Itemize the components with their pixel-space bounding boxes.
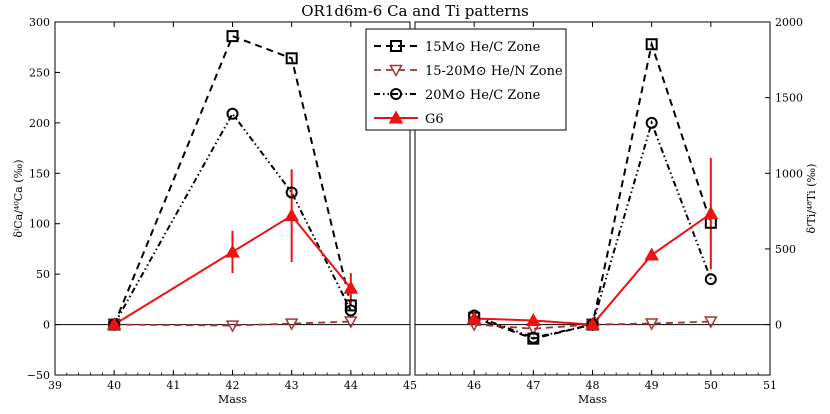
left-xtick-label: 41 xyxy=(166,379,180,392)
legend-marker-1520 xyxy=(389,64,403,78)
left-xtick-label: 44 xyxy=(344,379,358,392)
left-point-G6-42 xyxy=(225,244,240,258)
left-point-20M-43 xyxy=(285,186,298,199)
right-series-line-20M xyxy=(473,119,712,339)
right-ytick-label: 500 xyxy=(775,243,796,256)
left-ytick-label: −50 xyxy=(27,369,50,382)
right-xtick-label: 49 xyxy=(645,379,659,392)
left-ytick-label: 150 xyxy=(29,167,50,180)
right-point-1520-50 xyxy=(704,316,718,329)
left-point-1520-44 xyxy=(344,316,358,329)
right-panel: 46 47 48 49 50 51 0 500 1000 1500 2000 Mass δⁱTi/⁴⁸T… xyxy=(414,16,818,406)
left-ytick-label: 50 xyxy=(36,268,50,281)
left-ytick-label: 250 xyxy=(29,66,50,79)
left-point-15M-44 xyxy=(344,299,357,312)
left-ytick-label: 100 xyxy=(29,218,50,231)
right-xtick-label: 51 xyxy=(763,379,777,392)
right-point-G6-48 xyxy=(585,317,600,331)
legend-label-1520: 15-20M⊙ He/N Zone xyxy=(425,64,563,79)
left-ylabel: δⁱCa/⁴⁰Ca (‰) xyxy=(12,159,25,237)
left-xtick-label: 39 xyxy=(48,379,62,392)
right-series-line-G6 xyxy=(474,212,712,326)
left-point-15M-42 xyxy=(226,30,239,43)
left-point-G6-43 xyxy=(284,208,300,222)
left-point-1520-43 xyxy=(284,318,299,331)
right-xtick-label: 46 xyxy=(467,379,481,392)
legend-marker-G6 xyxy=(388,110,404,124)
right-ytick-label: 1500 xyxy=(775,92,803,105)
right-point-G6-49 xyxy=(644,247,660,261)
right-point-G6-50 xyxy=(703,206,719,220)
right-ytick-label: 2000 xyxy=(775,16,803,29)
left-ytick-label: 0 xyxy=(43,319,50,332)
right-point-G6-47 xyxy=(525,312,541,326)
legend-label-15M: 15M⊙ He/C Zone xyxy=(425,40,541,55)
left-series-line-20M xyxy=(113,111,352,326)
right-ytick-label: 0 xyxy=(775,319,782,332)
left-point-G6-44 xyxy=(343,280,359,294)
left-xtick-label: 45 xyxy=(403,379,417,392)
right-xtick-label: 47 xyxy=(526,379,540,392)
legend-label-20M: 20M⊙ He/C Zone xyxy=(425,88,541,103)
chart-title: OR1d6m-6 Ca and Ti patterns xyxy=(301,2,529,20)
right-series-line-1520 xyxy=(474,320,711,330)
right-point-15M-49 xyxy=(645,38,658,51)
right-xlabel: Mass xyxy=(578,393,607,406)
left-point-G6-40 xyxy=(106,317,122,331)
right-point-20M-47 xyxy=(527,331,540,344)
left-xtick-label: 40 xyxy=(107,379,121,392)
legend-marker-20M xyxy=(390,88,402,100)
left-series-line-1520 xyxy=(114,320,351,327)
left-series-line-15M xyxy=(113,34,352,325)
left-ytick-label: 200 xyxy=(29,117,50,130)
left-xlabel: Mass xyxy=(218,393,247,406)
left-point-15M-43 xyxy=(285,52,298,65)
right-ytick-label: 1000 xyxy=(775,167,803,180)
right-point-G6-46 xyxy=(466,311,482,325)
left-point-20M-44 xyxy=(344,304,357,317)
left-xtick-label: 43 xyxy=(285,379,299,392)
right-ylabel: δⁱTi/⁴⁸Ti (‰) xyxy=(805,164,818,234)
left-series-line-G6 xyxy=(113,214,352,326)
legend-label-G6: G6 xyxy=(425,112,444,127)
right-xtick-label: 50 xyxy=(704,379,718,392)
left-xtick-label: 42 xyxy=(226,379,240,392)
right-point-1520-49 xyxy=(644,318,659,331)
left-point-20M-42 xyxy=(226,107,239,120)
legend-marker-15M xyxy=(390,40,402,52)
left-point-1520-42 xyxy=(225,320,240,333)
left-ytick-label: 300 xyxy=(29,16,50,29)
legend: 15M⊙ He/C Zone 15-20M⊙ He/N Zone 20M⊙ He/C… xyxy=(365,28,567,131)
right-xtick-label: 48 xyxy=(586,379,600,392)
left-panel: 39 40 41 42 43 44 45 −50 0 50 100 150 200 250 300 Mass δ… xyxy=(12,16,417,406)
right-point-20M-50 xyxy=(704,273,717,286)
right-point-20M-49 xyxy=(645,116,658,129)
